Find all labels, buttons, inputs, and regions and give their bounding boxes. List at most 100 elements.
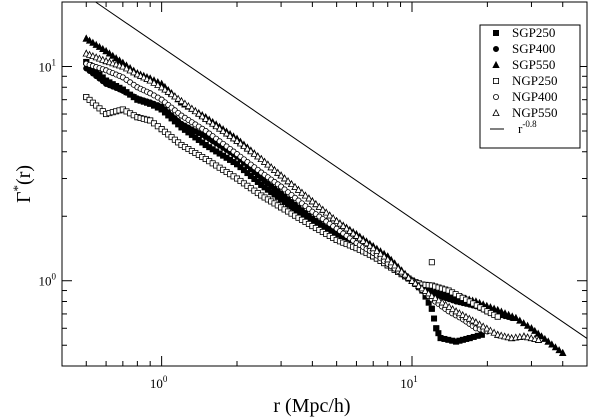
data-point-interp (497, 307, 506, 315)
data-point-interp (161, 85, 169, 93)
legend-marker-NGP400 (492, 94, 499, 101)
data-point-interp (494, 305, 502, 314)
data-point-interp (130, 68, 138, 76)
data-point-interp (559, 348, 567, 356)
legend-label-NGP550: NGP550 (512, 105, 558, 120)
data-point-interp (414, 281, 423, 289)
data-point-interp (380, 252, 388, 260)
y-tick-label-base: 10 (39, 59, 52, 74)
data-point-interp (319, 205, 327, 213)
data-point-interp (490, 304, 498, 312)
y-tick-label-base: 10 (39, 274, 52, 289)
y-axis-title-star: * (10, 185, 25, 192)
data-point-interp (95, 42, 104, 50)
legend-label-SGP250: SGP250 (512, 25, 555, 40)
data-point-interp (322, 208, 330, 216)
data-point-interp (523, 321, 532, 329)
legend-marker-SGP400 (492, 46, 499, 53)
x-tick-label: 101 (400, 374, 418, 391)
data-point-interp (435, 296, 443, 304)
data-point-interp (356, 234, 364, 242)
data-point-interp (418, 284, 426, 292)
data-point-interp (212, 122, 220, 130)
data-point-interp (397, 267, 406, 275)
data-point-interp (411, 279, 419, 287)
data-point-interp (191, 107, 199, 115)
data-point-interp (376, 249, 385, 257)
data-point-interp (512, 313, 520, 322)
x-tick-label-exponent: 0 (163, 374, 168, 384)
data-point-interp (468, 316, 477, 324)
data-point-interp (369, 244, 377, 252)
data-point-interp (312, 199, 320, 208)
data-point-interp (431, 293, 439, 302)
legend-box (479, 24, 581, 149)
data-point-interp (555, 346, 563, 354)
series-NGP250 (83, 94, 501, 320)
y-axis-title-base: Γ (13, 191, 35, 203)
data-point-interp (260, 157, 269, 165)
data-point-interp (438, 298, 446, 306)
legend-label-SGP550: SGP550 (512, 57, 555, 72)
data-point-interp (229, 134, 238, 142)
data-point-interp (105, 49, 114, 57)
data-point-interp (236, 139, 245, 147)
data-point-interp (391, 261, 399, 269)
data-point-interp (384, 255, 392, 263)
data-point-interp (366, 241, 374, 249)
data-point-interp (154, 80, 162, 89)
data-point-interp (428, 291, 436, 299)
series-layer (82, 34, 567, 356)
data-point-interp (301, 191, 310, 199)
data-point-interp (465, 314, 473, 322)
data-point-interp (294, 185, 303, 193)
data-point-interp (428, 305, 435, 312)
legend-marker-SGP550 (492, 60, 500, 68)
data-point-interp (494, 313, 501, 320)
data-point-interp (433, 325, 440, 332)
x-tick-label-exponent: 1 (413, 374, 418, 384)
data-point-interp (198, 112, 206, 120)
data-point-interp (501, 309, 509, 317)
data-point-interp (122, 64, 131, 72)
data-point-interp (202, 114, 210, 122)
data-point-interp (551, 343, 560, 351)
data-point-interp (431, 315, 438, 322)
data-point-interp (534, 335, 543, 343)
data-point-interp (247, 147, 255, 155)
data-point-interp (284, 177, 292, 185)
data-point-interp (329, 214, 337, 222)
data-point-interp (188, 104, 196, 112)
legend-label-NGP400: NGP400 (512, 89, 558, 104)
data-point-interp (520, 319, 528, 327)
data-point-interp (177, 96, 186, 105)
data-point-interp (291, 182, 299, 190)
data-point-interp (250, 149, 258, 157)
data-point-interp (504, 310, 513, 318)
data-point-interp (287, 179, 296, 188)
data-point-interp (280, 174, 289, 182)
data-point-interp (254, 152, 262, 160)
data-point-interp (408, 276, 416, 284)
y-axis-title-rest: (r) (13, 165, 35, 185)
data-point-interp (339, 221, 347, 229)
data-point-interp (174, 94, 182, 102)
data-point-interp (102, 47, 110, 55)
legend-marker-NGP250 (492, 78, 499, 85)
data-point-interp (150, 78, 158, 86)
y-tick-label: 100 (39, 272, 57, 289)
legend-label-reference-exponent: -0.8 (522, 119, 537, 129)
data-point-interp (146, 76, 154, 84)
data-point-interp (373, 246, 381, 254)
outlier-point (428, 259, 435, 266)
legend-label-NGP250: NGP250 (512, 73, 558, 88)
data-point-interp (82, 34, 90, 42)
y-tick-label-exponent: 1 (52, 57, 57, 67)
y-axis-title-text: Γ*(r) (10, 165, 35, 203)
x-axis-title: r (Mpc/h) (273, 395, 350, 417)
data-point-interp (222, 129, 231, 137)
y-axis-title: Γ*(r) (10, 165, 35, 203)
data-point-interp (240, 141, 248, 149)
data-point-interp (308, 197, 317, 205)
